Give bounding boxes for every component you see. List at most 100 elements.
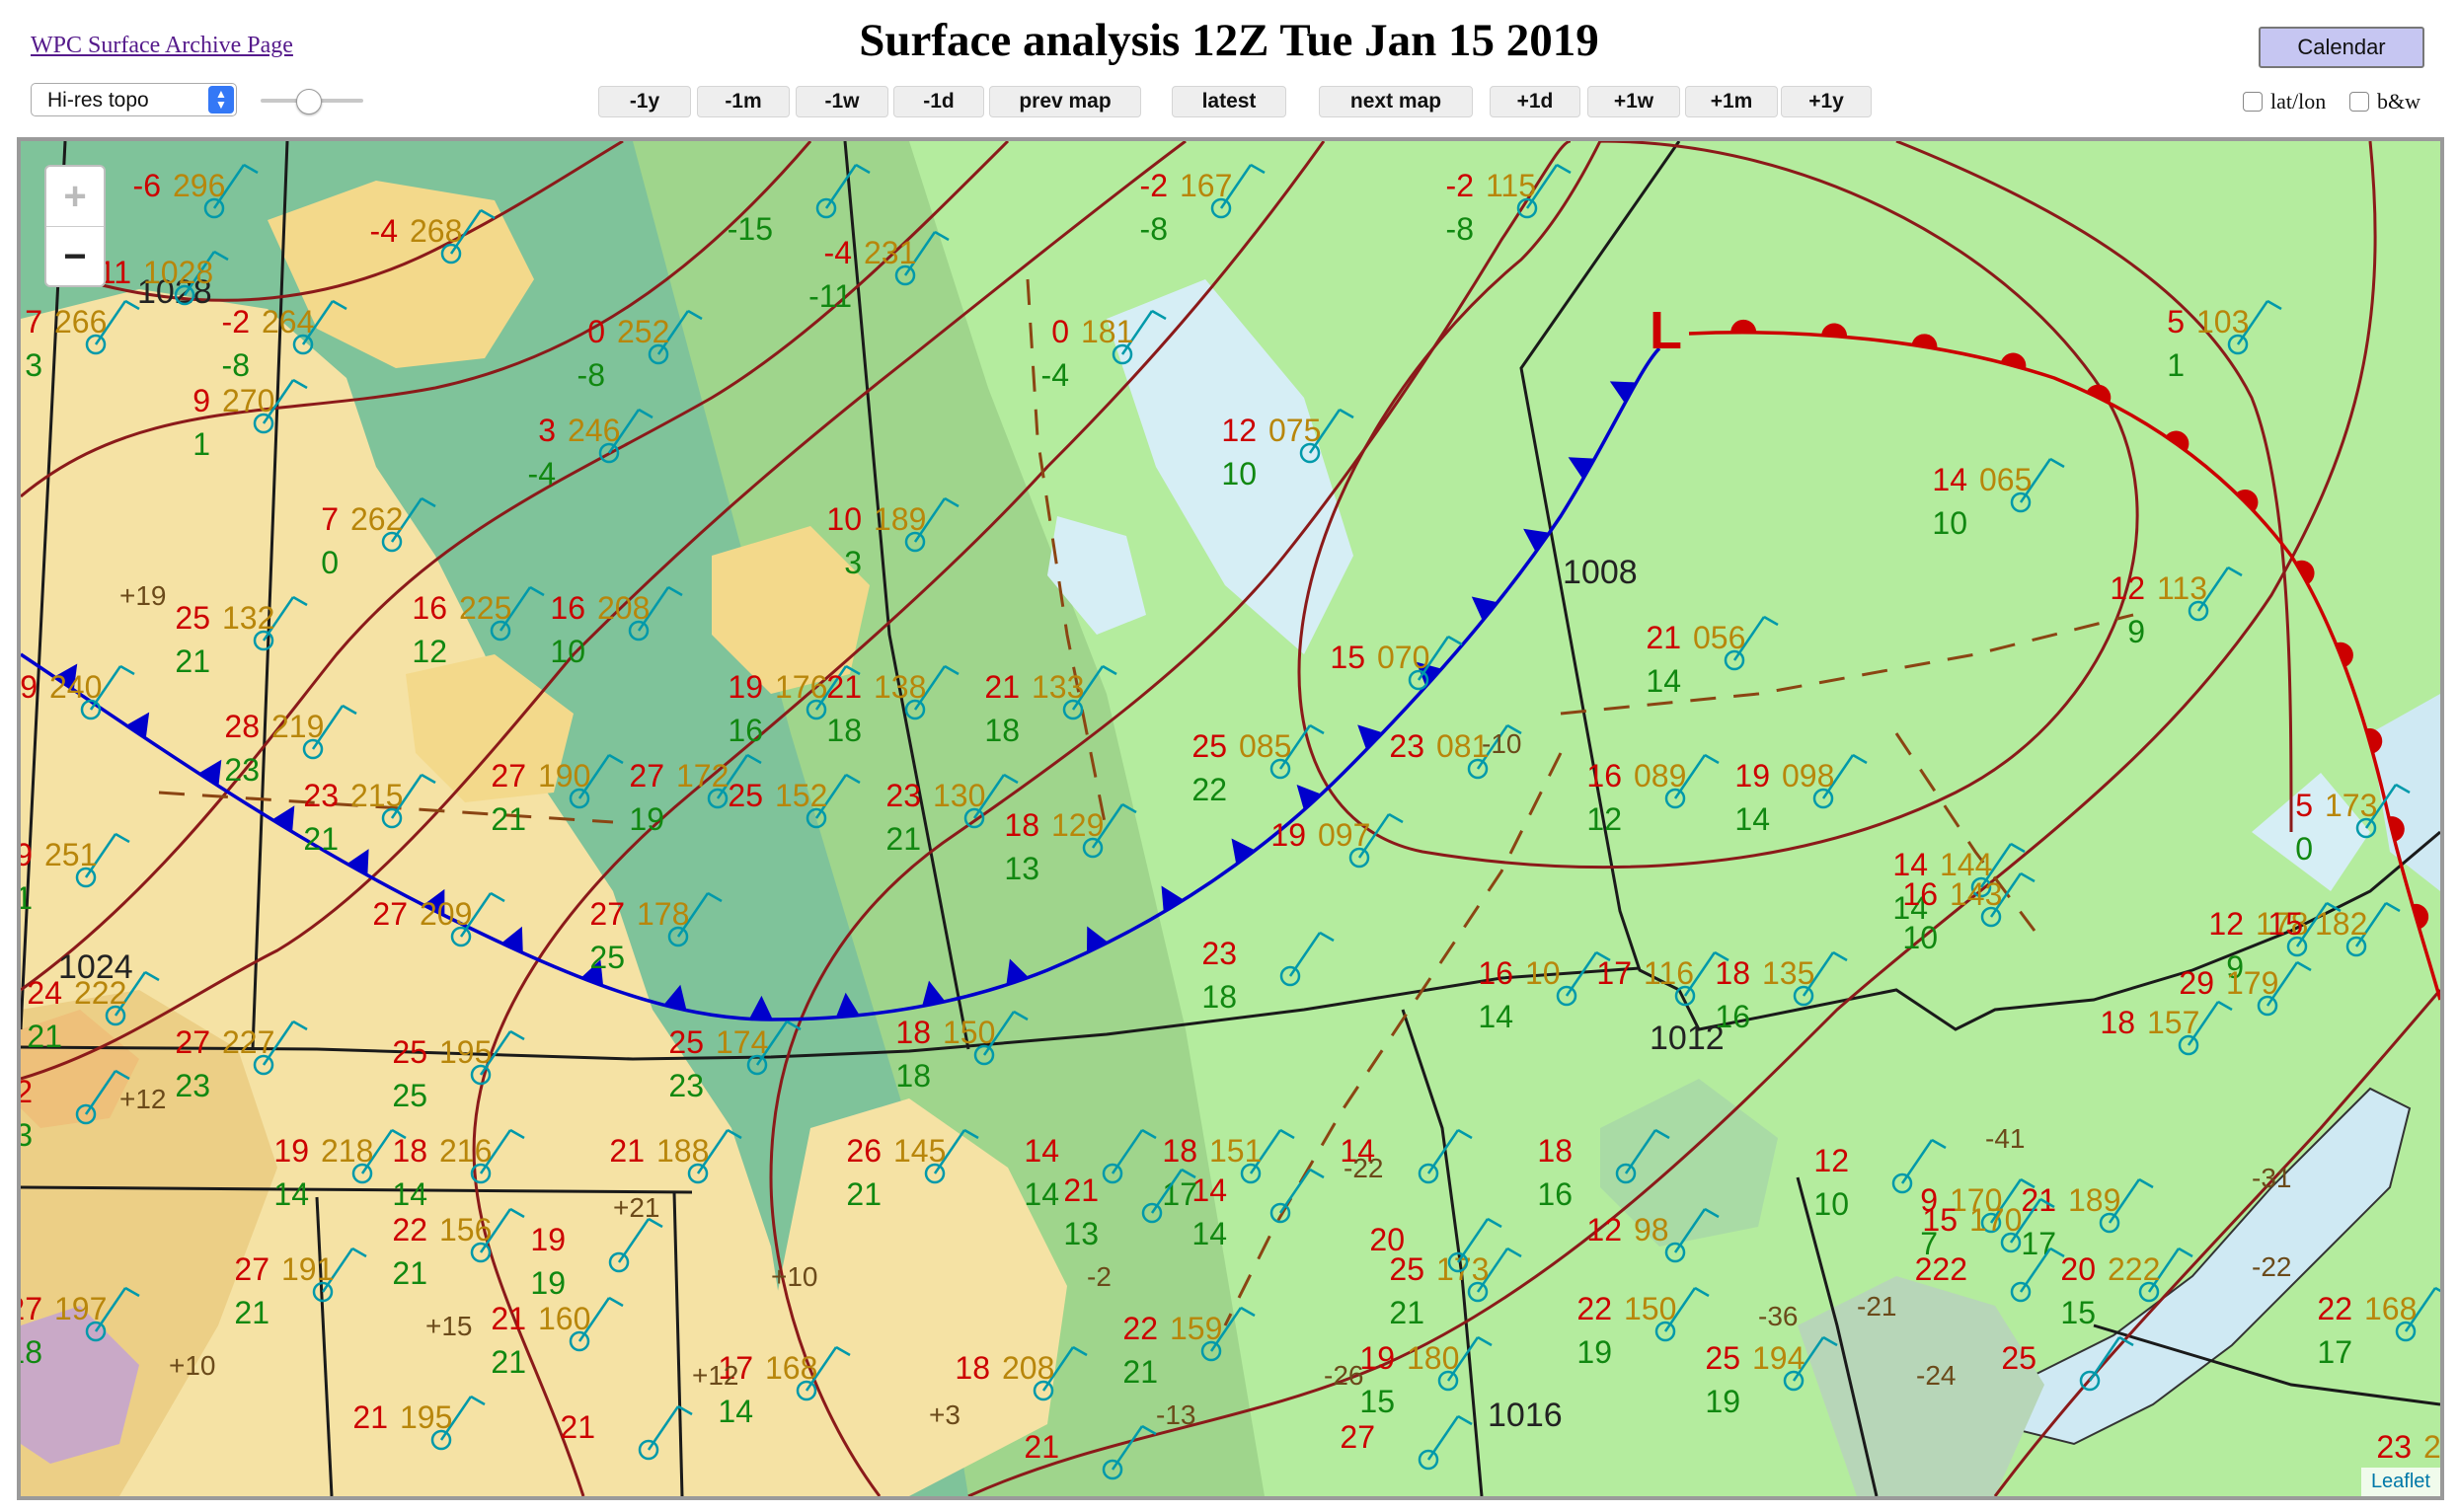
station-plot[interactable]: 23 21 130: [885, 773, 1019, 857]
station-plot[interactable]: -2 -8 264: [222, 299, 347, 383]
station-plot[interactable]: -4 -11 231: [808, 230, 950, 314]
nav-minus-1y-button[interactable]: -1y: [598, 86, 691, 117]
station-plot[interactable]: 21: [560, 1404, 693, 1461]
station-plot[interactable]: -11 1028: [88, 250, 229, 306]
station-plot[interactable]: 26 21 145: [846, 1128, 979, 1212]
bw-toggle[interactable]: b&w: [2349, 89, 2420, 114]
opacity-slider[interactable]: [261, 89, 363, 114]
station-plot[interactable]: 18 16 135: [1715, 950, 1848, 1034]
station-plot[interactable]: 12 9 113: [2110, 566, 2243, 649]
station-plot[interactable]: 27: [1340, 1414, 1473, 1471]
station-plot[interactable]: 22 21 156: [392, 1207, 525, 1291]
nav-plus-1y-button[interactable]: +1y: [1781, 86, 1872, 117]
station-plot[interactable]: 27 19 172: [629, 753, 762, 837]
station-plot[interactable]: 20: [1369, 1217, 1502, 1273]
prev-map-button[interactable]: prev map: [989, 86, 1141, 117]
nav-plus-1d-button[interactable]: +1d: [1490, 86, 1580, 117]
nav-plus-1w-button[interactable]: +1w: [1587, 86, 1680, 117]
station-plot[interactable]: 27 23 227: [175, 1020, 308, 1103]
station-plot[interactable]: 14: [1340, 1128, 1473, 1184]
station-plot[interactable]: 21 21 160: [491, 1296, 624, 1380]
zoom-out-button[interactable]: −: [63, 234, 87, 278]
leaflet-attribution[interactable]: Leaflet: [2360, 1468, 2440, 1496]
station-plot[interactable]: 15 070: [1330, 635, 1463, 691]
station-plot[interactable]: 18 18 150: [895, 1010, 1029, 1094]
station-plot[interactable]: 19 14 098: [1734, 753, 1868, 837]
station-plot[interactable]: 12 98: [1586, 1207, 1720, 1263]
station-plot[interactable]: 16 12 225: [412, 585, 545, 669]
station-plot[interactable]: -2 -8 115: [1446, 163, 1572, 247]
station-plot[interactable]: -2 -8 167: [1140, 163, 1266, 247]
station-plot[interactable]: 22 21 159: [1122, 1306, 1256, 1390]
station-plot[interactable]: 18 157: [2100, 1000, 2233, 1056]
nav-minus-1m-button[interactable]: -1m: [697, 86, 790, 117]
station-plot[interactable]: -4 268: [370, 208, 496, 265]
station-plot[interactable]: 17 14 168: [718, 1345, 851, 1429]
station-plot[interactable]: 19 21 251: [21, 832, 130, 916]
station-plot[interactable]: 21 18 138: [826, 664, 960, 748]
station-plot[interactable]: 24 21 222: [27, 970, 160, 1054]
station-plot[interactable]: 16 12 089: [1586, 753, 1720, 837]
bw-checkbox[interactable]: [2349, 92, 2369, 112]
station-plot[interactable]: 25 25 195: [392, 1029, 525, 1113]
station-plot[interactable]: 5 1 103: [2167, 299, 2282, 383]
station-plot[interactable]: 25 152: [728, 773, 861, 829]
station-plot[interactable]: 28 23 219: [224, 704, 357, 788]
station-plot[interactable]: 0 -8 252: [577, 309, 703, 393]
station-plot[interactable]: 10 3 189: [826, 496, 960, 580]
station-plot[interactable]: 18 14 216: [392, 1128, 525, 1212]
station-plot[interactable]: 22 19 150: [1576, 1286, 1710, 1370]
station-plot[interactable]: 16 10 143: [1902, 871, 2036, 955]
map-viewport[interactable]: L 1028 1024 1008 1012 1016 -6 296 -11 1028 -4 268…: [17, 137, 2444, 1500]
station-plot[interactable]: 25: [2001, 1335, 2134, 1392]
zoom-in-button[interactable]: +: [46, 167, 104, 227]
station-plot[interactable]: 12 9 178: [2208, 901, 2342, 985]
station-plot[interactable]: 19 14 218: [273, 1128, 407, 1212]
station-plot[interactable]: 7 3 266: [25, 299, 140, 383]
calendar-button[interactable]: Calendar: [2259, 27, 2424, 68]
nav-plus-1m-button[interactable]: +1m: [1685, 86, 1778, 117]
station-plot[interactable]: 24223: [21, 1069, 130, 1153]
station-plot[interactable]: 5 0 173: [2295, 783, 2411, 867]
station-plot[interactable]: 21 195: [352, 1395, 486, 1451]
station-plot[interactable]: 222: [1915, 1247, 2065, 1303]
nav-minus-1d-button[interactable]: -1d: [893, 86, 984, 117]
station-plot[interactable]: 14 14 144: [1892, 842, 2026, 926]
station-plot[interactable]: 21: [1024, 1424, 1157, 1480]
station-plot[interactable]: 7 0 262: [321, 496, 436, 580]
map-layer-select[interactable]: Hi-res topo ▲ ▼: [31, 83, 237, 116]
station-plot[interactable]: 25 21 132: [175, 595, 308, 679]
station-plot[interactable]: 29 179: [2179, 960, 2312, 1017]
station-plot[interactable]: 27 25 178: [589, 891, 723, 975]
station-plot[interactable]: 12 10 075: [1221, 408, 1354, 491]
station-plot[interactable]: 27 209: [372, 891, 505, 947]
station-plot[interactable]: 20 15 222: [2060, 1247, 2193, 1330]
station-plot[interactable]: 25 22 085: [1191, 723, 1325, 807]
station-plot[interactable]: 3 -4 246: [528, 408, 653, 491]
station-plot[interactable]: 19 097: [1270, 812, 1404, 869]
station-plot[interactable]: 9 1 270: [192, 378, 308, 462]
station-plot[interactable]: 23 240: [2376, 1426, 2440, 1478]
station-plot[interactable]: 25 19 194: [1705, 1335, 1838, 1419]
station-plot[interactable]: 17 116: [1596, 950, 1729, 1007]
station-plot[interactable]: 23 21 215: [303, 773, 436, 857]
station-plot[interactable]: 16 10 208: [550, 585, 683, 669]
slider-thumb[interactable]: [296, 89, 322, 114]
station-plot[interactable]: 15 182: [2267, 901, 2401, 957]
station-plot[interactable]: 25 23 174: [668, 1020, 802, 1103]
station-plot[interactable]: 16 14 10: [1478, 950, 1611, 1034]
station-plot[interactable]: -15: [728, 163, 871, 247]
station-plot[interactable]: 21 18 133: [984, 664, 1117, 748]
station-plot[interactable]: 21 14 056: [1646, 615, 1779, 699]
station-plot[interactable]: 18 208: [955, 1345, 1088, 1401]
station-plot[interactable]: 23 081: [1389, 723, 1522, 780]
nav-minus-1w-button[interactable]: -1w: [796, 86, 888, 117]
station-plot[interactable]: 0 -4 181: [1041, 309, 1167, 393]
latlon-toggle[interactable]: lat/lon: [2243, 89, 2326, 114]
station-plot[interactable]: 18 17 151: [1162, 1128, 1295, 1212]
